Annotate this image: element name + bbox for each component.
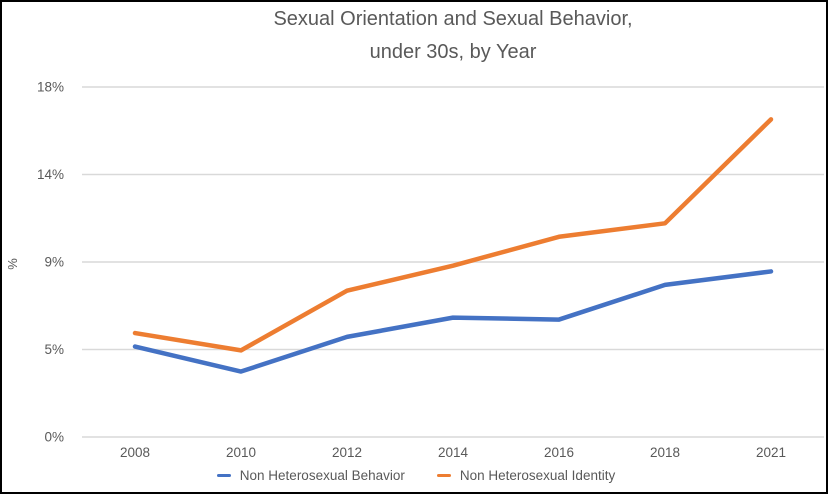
y-tick-label: 9% xyxy=(44,255,64,270)
chart-title-line-2: under 30s, by Year xyxy=(369,41,537,63)
x-tick-label: 2016 xyxy=(544,445,574,460)
legend-marker-identity xyxy=(436,474,451,477)
y-tick-label: 14% xyxy=(37,167,64,182)
series-line-non-heterosexual-behavior xyxy=(132,269,774,374)
y-tick-label: 5% xyxy=(44,342,64,357)
chart-title-line-1: Sexual Orientation and Sexual Behavior, xyxy=(273,8,633,30)
x-tick-label: 2014 xyxy=(438,445,469,460)
legend-label-behavior: Non Heterosexual Behavior xyxy=(239,468,405,483)
x-tick-label: 2008 xyxy=(120,445,150,460)
chart-title: Sexual Orientation and Sexual Behavior, … xyxy=(82,3,824,69)
y-tick-label: 18% xyxy=(37,80,64,95)
x-tick-label: 2012 xyxy=(332,445,362,460)
x-tick-label: 2010 xyxy=(226,445,256,460)
legend-item-identity: Non Heterosexual Identity xyxy=(436,468,616,483)
y-axis-title: % xyxy=(5,258,20,270)
legend-marker-behavior xyxy=(216,474,231,477)
y-tick-label: 0% xyxy=(44,430,64,445)
x-tick-label: 2018 xyxy=(650,445,680,460)
legend-label-identity: Non Heterosexual Identity xyxy=(459,468,616,483)
series-line-non-heterosexual-identity xyxy=(132,117,774,353)
legend: Non Heterosexual Behavior Non Heterosexu… xyxy=(2,468,826,483)
x-tick-label: 2021 xyxy=(756,445,786,460)
legend-item-behavior: Non Heterosexual Behavior xyxy=(216,468,405,483)
